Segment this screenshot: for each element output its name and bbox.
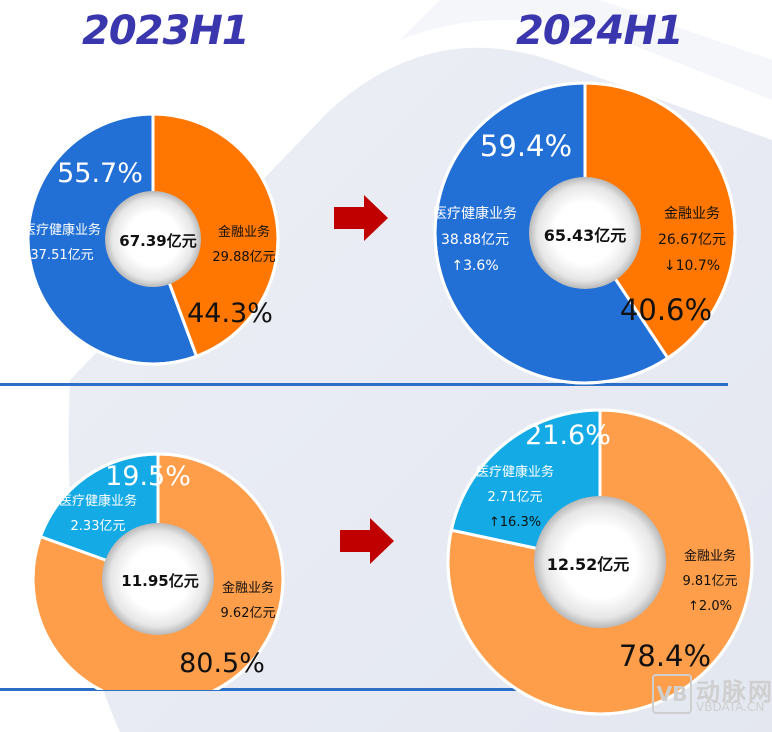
donut-outline [433,81,737,385]
header-2023h1: 2023H1 [82,8,250,54]
percent-label-finance: 40.6% [620,293,712,327]
divider-bottom [0,688,650,691]
donut-hole [534,496,666,628]
slice-change-finance: ↑2.0% [688,599,732,614]
donut-hole [529,177,641,289]
watermark-name: 动脉网 [696,678,772,706]
center-label: 11.95亿元 [121,572,198,590]
slice-value-finance: 26.67亿元 [658,232,726,248]
percent-label-medical: 19.5% [105,461,191,492]
header-2024h1: 2024H1 [516,8,684,54]
slice-name-finance: 金融业务 [218,224,270,240]
center-label: 65.43亿元 [544,226,627,245]
donut-chart-2023h1-bottom: 11.95亿元 19.5% 医疗健康业务 2.33亿元 金融业务 9.62亿元 … [31,452,285,690]
percent-label-medical: 59.4% [480,129,572,163]
donut-outline [26,112,280,366]
percent-label-medical: 55.7% [57,158,143,189]
slice-name-medical: 医疗健康业务 [59,493,137,509]
donut-chart-2023h1-top: 67.39亿元 55.7% 医疗健康业务 37.51亿元 金融业务 29.88亿… [23,112,280,366]
percent-label-finance: 80.5% [179,648,265,679]
slice-name-medical: 医疗健康业务 [23,222,101,238]
slice-value-finance: 9.81亿元 [683,574,738,589]
donut-outline [446,408,754,716]
slice-name-finance: 金融业务 [222,580,274,596]
donut-hole [105,191,201,287]
divider-top [0,383,728,386]
slice-value-medical: 38.88亿元 [441,232,509,248]
percent-label-medical: 21.6% [525,420,611,451]
slice-change-finance: ↓10.7% [664,258,720,274]
slice-name-finance: 金融业务 [684,548,736,564]
watermark-url: VBDATA.CN [696,700,765,714]
center-label: 67.39亿元 [119,232,196,250]
slice-name-medical: 医疗健康业务 [476,464,554,480]
slice-value-medical: 37.51亿元 [30,248,93,263]
slice-name-finance: 金融业务 [664,206,720,222]
slice-value-finance: 29.88亿元 [212,250,275,265]
slice-value-finance: 9.62亿元 [221,606,276,621]
arrow-right-icon [334,195,388,241]
watermark-logo: VB [652,674,692,714]
percent-label-finance: 78.4% [619,639,711,673]
slice-value-medical: 2.71亿元 [488,490,543,505]
slice-value-medical: 2.33亿元 [71,519,126,534]
donut-chart-2024h1-bottom: 12.52亿元 21.6% 医疗健康业务 2.71亿元 ↑16.3% 金融业务 … [446,408,754,716]
center-label: 12.52亿元 [547,555,630,574]
percent-label-finance: 44.3% [187,298,273,329]
slice-change-medical: ↑3.6% [451,258,498,274]
slice-name-medical: 医疗健康业务 [433,205,517,222]
slice-change-medical: ↑16.3% [489,515,541,530]
donut-chart-2024h1-top: 65.43亿元 59.4% 医疗健康业务 38.88亿元 ↑3.6% 金融业务 … [433,81,737,385]
donut-outline [31,452,285,690]
arrow-right-icon [340,518,394,564]
donut-hole [102,523,214,635]
